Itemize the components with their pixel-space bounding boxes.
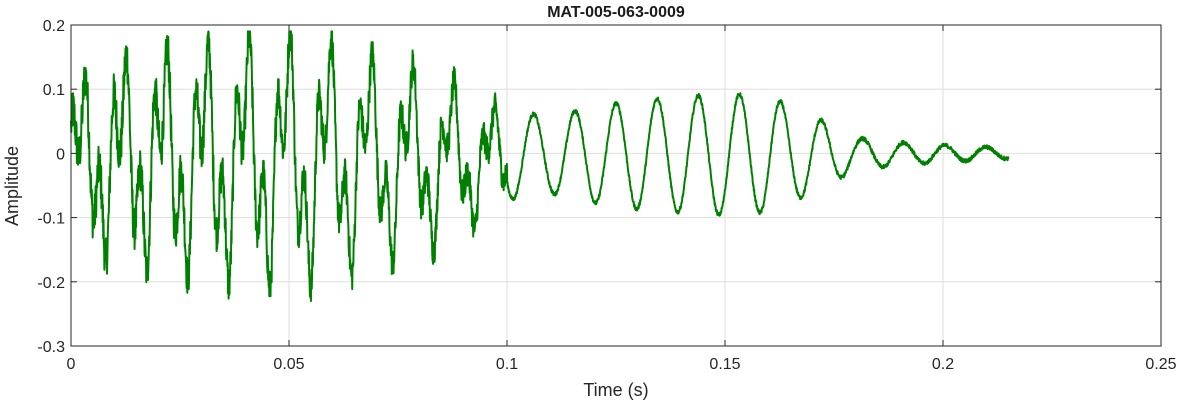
y-tick-label: -0.3 [37,339,65,356]
x-tick-label: 0.05 [273,356,304,373]
chart-title: MAT-005-063-0009 [547,4,685,21]
y-axis-label: Amplitude [2,146,22,226]
series-line [70,30,1010,303]
x-tick-label: 0.15 [709,356,740,373]
series-layer [70,30,1010,303]
axes-frame [70,24,1162,347]
y-tick-label: -0.2 [37,275,65,292]
x-tick-label: 0.25 [1145,356,1176,373]
y-tick-label: 0.2 [43,18,65,35]
x-axis-label: Time (s) [583,380,648,400]
axes-box [70,24,1162,347]
x-tick-label: 0 [67,356,76,373]
x-tick-label: 0.2 [932,356,954,373]
ticks: 0 0.05 0.1 0.15 0.2 0.25 -0.3 -0.2 -0.1 0 0.1 0.2 [37,18,1176,373]
plot-area: 0 0.05 0.1 0.15 0.2 0.25 -0.3 -0.2 -0.1 0 0.1 0.2 [37,18,1176,373]
x-tick-label: 0.1 [496,356,518,373]
y-tick-label: 0.1 [43,82,65,99]
y-tick-label: 0 [56,146,65,163]
y-tick-label: -0.1 [37,211,65,228]
